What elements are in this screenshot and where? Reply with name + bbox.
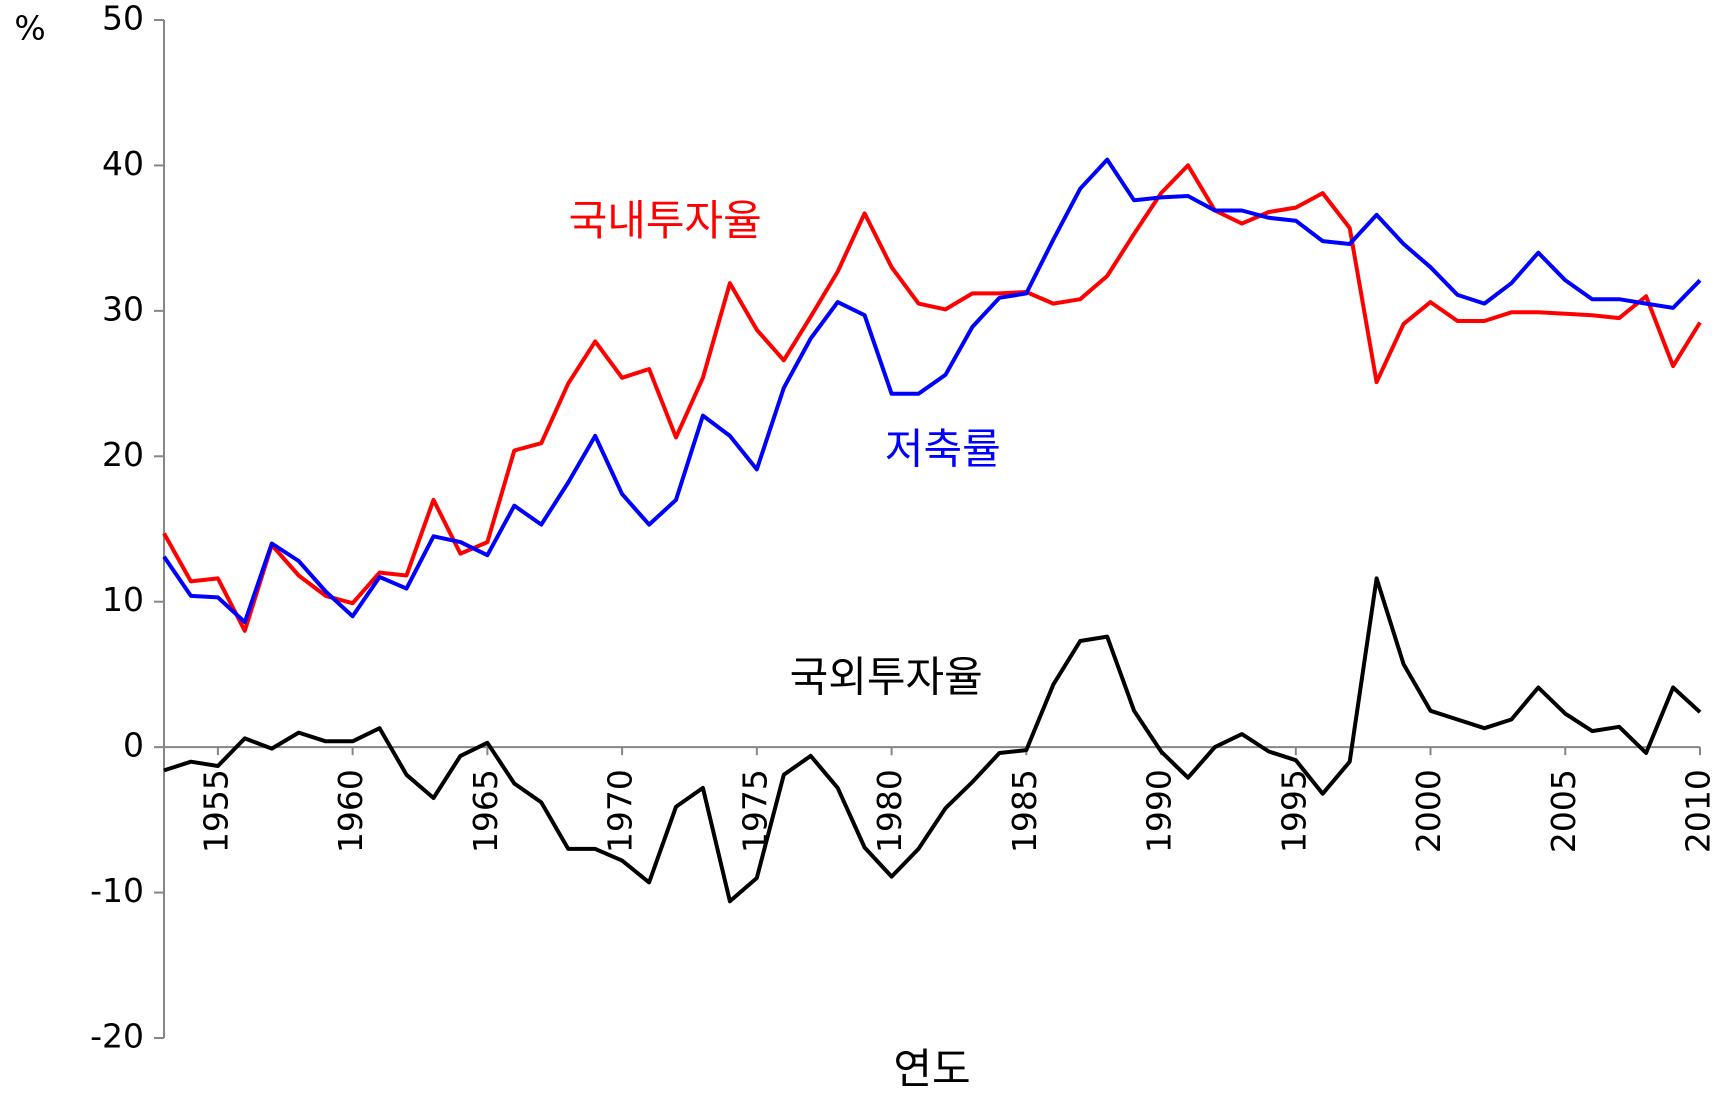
y-tick-label: 0 <box>123 726 144 765</box>
x-tick-label: 1970 <box>601 769 640 853</box>
x-axis-label: 연도 <box>893 1045 970 1094</box>
y-unit: % <box>14 9 45 48</box>
y-tick-label: 40 <box>102 144 144 183</box>
series-label: 국외투자율 <box>790 653 983 702</box>
series-line <box>163 576 1702 904</box>
y-tick-label: 20 <box>102 435 144 474</box>
series-line <box>162 163 1702 633</box>
x-tick-label: 2005 <box>1544 769 1583 853</box>
x-tick-label: 1985 <box>1005 769 1044 853</box>
y-tick-label: 50 <box>102 0 144 38</box>
series-label: 저축률 <box>885 424 1001 473</box>
y-tick-label: -10 <box>90 871 144 910</box>
x-tick-label: 1955 <box>196 769 235 853</box>
x-tick-label: 1990 <box>1140 769 1179 853</box>
y-tick-label: -20 <box>90 1017 144 1056</box>
x-tick-label: 1965 <box>466 769 505 853</box>
x-tick-label: 1960 <box>331 769 370 853</box>
y-tick-label: 10 <box>102 580 144 619</box>
y-tick-label: 30 <box>102 289 144 328</box>
series-label: 국내투자율 <box>569 196 762 245</box>
x-tick-label: 1995 <box>1274 769 1313 853</box>
x-tick-label: 2010 <box>1679 769 1718 853</box>
x-tick-label: 2000 <box>1409 769 1448 853</box>
x-tick-label: 1980 <box>870 769 909 853</box>
series-line <box>162 157 1702 625</box>
